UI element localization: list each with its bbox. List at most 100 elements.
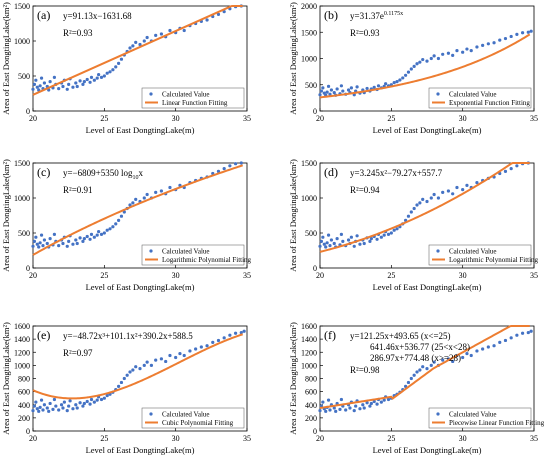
legend-label: Calculated Value	[162, 248, 210, 256]
data-point	[406, 70, 411, 74]
data-point	[81, 404, 85, 408]
legend-label: Calculated Value	[449, 91, 497, 99]
data-point	[425, 199, 429, 204]
data-point	[159, 189, 163, 193]
y-tick-label: 1600	[14, 322, 30, 331]
x-tick-label: 20	[316, 434, 324, 443]
data-point	[78, 401, 82, 405]
y-tick-label: 200	[305, 414, 317, 423]
data-point	[376, 84, 381, 88]
data-point	[332, 91, 336, 95]
chart-panel-d: 20 25 30 35 0 500 1000 1500 Level of East Dongti…	[288, 159, 539, 292]
x-tick-label: 25	[387, 434, 395, 443]
x-tick-label: 20	[29, 271, 37, 280]
data-point	[475, 181, 479, 185]
data-point	[105, 71, 109, 75]
data-point	[32, 82, 37, 86]
data-point	[108, 70, 112, 74]
data-point	[515, 333, 519, 337]
data-point	[32, 239, 37, 243]
data-point	[372, 399, 376, 404]
data-point	[498, 340, 502, 345]
data-point	[339, 232, 343, 236]
data-point	[446, 189, 450, 193]
data-point	[355, 234, 359, 238]
legend-label: Calculated Value	[449, 411, 497, 419]
data-point	[369, 237, 373, 241]
data-point	[38, 84, 42, 88]
data-point	[159, 357, 163, 361]
data-point	[352, 244, 356, 248]
data-point	[328, 408, 332, 412]
data-point	[386, 397, 391, 402]
data-point	[362, 241, 366, 246]
data-point	[401, 76, 405, 80]
data-point	[57, 408, 61, 412]
data-point	[88, 80, 92, 84]
data-point	[85, 234, 89, 239]
data-point	[318, 93, 322, 97]
data-point	[352, 409, 356, 413]
legend-label: Calculated Value	[449, 248, 497, 256]
y-tick-label: 500	[305, 81, 317, 90]
data-point	[97, 73, 101, 77]
fit-line	[32, 5, 243, 96]
data-point	[475, 349, 479, 353]
r-squared: R²=0.93	[63, 28, 93, 38]
data-point	[174, 355, 178, 360]
data-point	[233, 331, 238, 335]
chart-panel-c: 20 25 30 35 0 500 1000 1500 Level of East Dongti…	[1, 159, 252, 292]
data-point	[99, 75, 104, 79]
r-squared: R²=0.97	[63, 348, 93, 358]
fit-line	[319, 325, 530, 410]
x-tick-label: 35	[530, 114, 538, 123]
data-point	[515, 164, 519, 168]
data-point	[117, 61, 121, 65]
x-tick-label: 35	[530, 271, 538, 280]
data-point	[145, 192, 149, 197]
data-point	[481, 43, 485, 47]
data-point	[441, 358, 445, 362]
data-point	[35, 85, 39, 89]
y-tick-label: 1500	[301, 28, 317, 37]
data-point	[62, 400, 66, 404]
data-point	[475, 45, 479, 49]
y-tick-label: 500	[18, 229, 30, 238]
data-point	[216, 12, 221, 16]
data-point	[51, 407, 55, 411]
data-point	[119, 380, 124, 385]
data-point	[233, 162, 238, 166]
r-squared: R²=0.94	[350, 185, 380, 195]
data-point	[108, 227, 112, 231]
x-axis-label: Level of East DongtingLake(m)	[86, 282, 195, 292]
data-point	[382, 233, 386, 237]
data-point	[92, 78, 96, 82]
data-point	[362, 406, 366, 410]
legend-label: Piecewise Linear Function Fitting	[449, 419, 545, 427]
y-tick-label: 1500	[14, 2, 30, 11]
data-point	[321, 86, 325, 90]
data-point	[355, 85, 359, 89]
data-point	[54, 404, 58, 408]
data-point	[71, 407, 75, 411]
legend-marker-points	[436, 249, 440, 253]
data-point	[365, 401, 369, 405]
x-axis-label: Level of East DongtingLake(m)	[86, 445, 195, 455]
chart-panel-a: 20 25 30 35 0 500 1000 1500 Level of East Dongti…	[1, 2, 251, 135]
data-point	[39, 398, 44, 402]
r-squared: R²=0.98	[350, 365, 380, 375]
data-point	[42, 238, 47, 242]
data-point	[398, 78, 402, 82]
data-point	[65, 409, 69, 413]
fit-equation: y=91.13x−1631.68	[63, 11, 132, 21]
data-point	[114, 222, 118, 226]
data-point	[89, 397, 94, 402]
data-point	[365, 86, 369, 91]
data-point	[326, 233, 331, 237]
data-point	[52, 232, 57, 236]
data-point	[134, 197, 138, 201]
data-point	[509, 336, 513, 340]
y-tick-label: 0	[26, 427, 30, 436]
